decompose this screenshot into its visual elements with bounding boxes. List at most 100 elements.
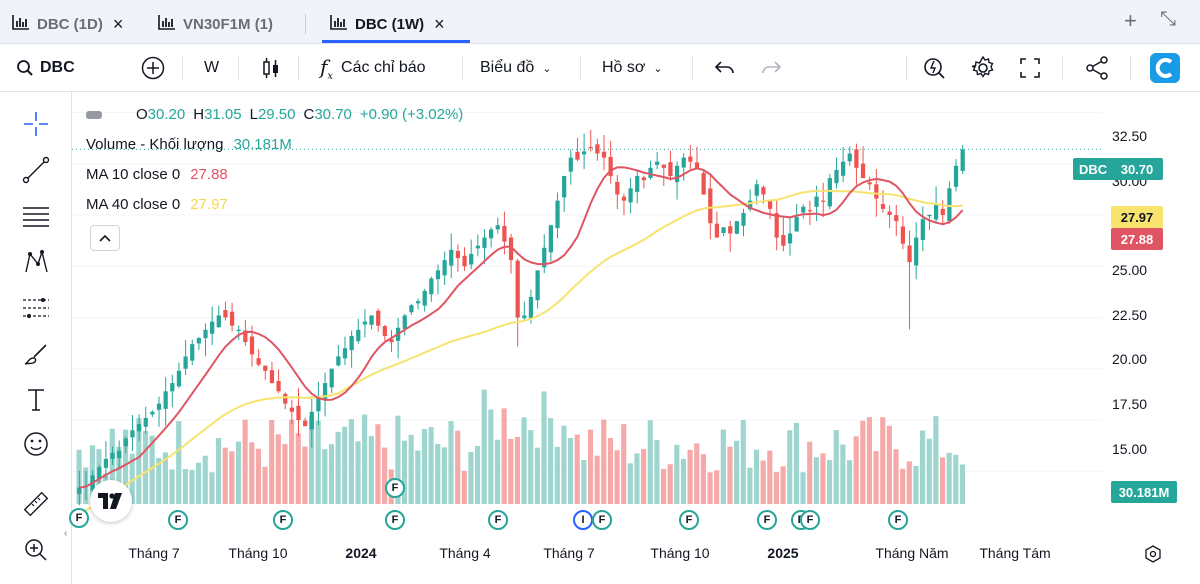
volume-bar xyxy=(176,421,182,504)
candle-body xyxy=(807,210,813,212)
candle-body xyxy=(714,223,720,238)
event-marker[interactable]: F xyxy=(757,510,777,530)
candle-body xyxy=(462,255,467,267)
candle-body xyxy=(794,217,799,232)
volume-bar xyxy=(740,419,746,504)
volume-bar xyxy=(647,420,653,504)
toolbar-divider xyxy=(298,56,299,80)
event-marker[interactable]: F xyxy=(488,510,508,530)
candle-body xyxy=(123,438,128,447)
indicators-button[interactable]: fx Các chỉ báo xyxy=(320,44,426,92)
candle-body xyxy=(674,165,680,183)
volume-bar xyxy=(860,420,866,504)
event-marker[interactable]: F xyxy=(800,510,820,530)
tab-dbc-1d[interactable]: DBC (1D) × xyxy=(12,6,123,42)
event-marker[interactable]: F xyxy=(69,508,89,528)
undo-button[interactable] xyxy=(714,44,736,92)
volume-bar xyxy=(315,420,321,504)
volume-bar xyxy=(242,419,248,504)
pattern-tool-icon[interactable] xyxy=(20,246,52,278)
candle-body xyxy=(422,290,427,306)
close-value: 30.70 xyxy=(314,106,352,123)
close-icon[interactable]: × xyxy=(112,13,124,34)
candle-body xyxy=(728,226,733,234)
price-chart[interactable] xyxy=(72,92,1200,584)
redo-button[interactable] xyxy=(760,44,782,92)
redo-icon xyxy=(762,61,782,74)
volume-legend[interactable]: Volume - Khối lượng 30.181M xyxy=(86,136,292,153)
text-tool-icon[interactable] xyxy=(20,384,52,416)
chevron-down-icon: ⌄ xyxy=(653,62,663,75)
zoom-in-icon[interactable] xyxy=(20,534,52,566)
compare-symbol-button[interactable] xyxy=(141,44,165,92)
volume-bar xyxy=(295,433,301,504)
candle-body xyxy=(588,147,593,149)
interval-button[interactable]: W xyxy=(204,59,220,76)
collapse-icon[interactable]: ⤡ xyxy=(1160,8,1176,30)
add-tab-icon[interactable]: + xyxy=(1124,8,1137,33)
candle-body xyxy=(475,245,480,249)
legend-collapse-button[interactable] xyxy=(90,225,120,251)
event-marker[interactable]: F xyxy=(385,510,405,530)
brush-icon[interactable] xyxy=(20,338,52,370)
last-price-tag: 30.70 xyxy=(1111,158,1163,180)
candle-body xyxy=(548,225,554,253)
candle-body xyxy=(701,172,706,195)
candle-body xyxy=(183,356,188,369)
legend-toggle-icon[interactable] xyxy=(86,110,102,119)
top-toolbar: DBC W fx Các chỉ báo Biểu đồ ⌄ Hồ sơ ⌄ xyxy=(0,44,1200,92)
chart-templates-dropdown[interactable]: Biểu đồ ⌄ xyxy=(480,44,551,92)
horizontal-lines-icon[interactable] xyxy=(20,200,52,232)
chart-pane[interactable]: O 30.20 H 31.05 L 29.50 C 30.70 +0.90 (+3.02… xyxy=(69,92,1200,584)
settings-button[interactable] xyxy=(970,44,996,92)
ruler-icon[interactable] xyxy=(20,488,52,520)
collapse-toolbar-icon[interactable]: ‹ xyxy=(64,528,68,539)
volume-bar xyxy=(548,418,554,504)
candle-body xyxy=(562,176,567,198)
candle-body xyxy=(542,247,547,268)
volume-bar xyxy=(621,424,627,504)
brand-logo[interactable] xyxy=(1150,44,1180,92)
candle-body xyxy=(887,211,892,215)
toolbar-divider xyxy=(580,56,581,80)
share-icon xyxy=(1086,56,1108,80)
event-marker[interactable]: F xyxy=(888,510,908,530)
symbol-search[interactable]: DBC xyxy=(16,44,75,92)
layout-profile-dropdown[interactable]: Hồ sơ ⌄ xyxy=(602,44,663,92)
share-button[interactable] xyxy=(1084,44,1110,92)
fullscreen-button[interactable] xyxy=(1018,44,1042,92)
event-marker[interactable]: F xyxy=(385,478,405,498)
tradingview-logo[interactable] xyxy=(90,480,132,522)
symbol-label: DBC xyxy=(40,59,75,76)
volume-bar xyxy=(654,439,660,504)
axis-settings-icon[interactable] xyxy=(1144,545,1162,568)
crosshair-icon[interactable] xyxy=(20,108,52,140)
ma10-legend[interactable]: MA 10 close 0 27.88 xyxy=(86,166,228,183)
forecast-tool-icon[interactable] xyxy=(20,292,52,324)
candle-body xyxy=(196,338,201,344)
candle-body xyxy=(860,163,866,179)
low-value: 29.50 xyxy=(257,106,296,123)
volume-bar xyxy=(455,430,461,504)
candle-body xyxy=(322,383,328,400)
volume-bar xyxy=(747,467,753,504)
tab-vn30f1m[interactable]: VN30F1M (1) xyxy=(158,6,273,42)
tradingview-logo-icon xyxy=(98,493,122,509)
event-marker[interactable]: F xyxy=(679,510,699,530)
emoji-icon[interactable] xyxy=(20,428,52,460)
candle-body xyxy=(136,424,142,432)
candle-body xyxy=(269,370,275,384)
close-icon[interactable]: × xyxy=(434,13,445,34)
trend-line-icon[interactable] xyxy=(20,154,52,186)
ma40-legend[interactable]: MA 40 close 0 27.97 xyxy=(86,196,228,213)
event-marker[interactable]: F xyxy=(168,510,188,530)
chevron-up-icon xyxy=(99,234,111,242)
chart-style-button[interactable] xyxy=(260,44,282,92)
volume-bar xyxy=(667,464,673,504)
tab-dbc-1w[interactable]: DBC (1W) × xyxy=(330,6,445,42)
candle-body xyxy=(748,200,753,210)
event-marker[interactable]: F xyxy=(273,510,293,530)
event-marker[interactable]: I xyxy=(573,510,593,530)
quick-search-button[interactable] xyxy=(922,44,946,92)
event-marker[interactable]: F xyxy=(592,510,612,530)
